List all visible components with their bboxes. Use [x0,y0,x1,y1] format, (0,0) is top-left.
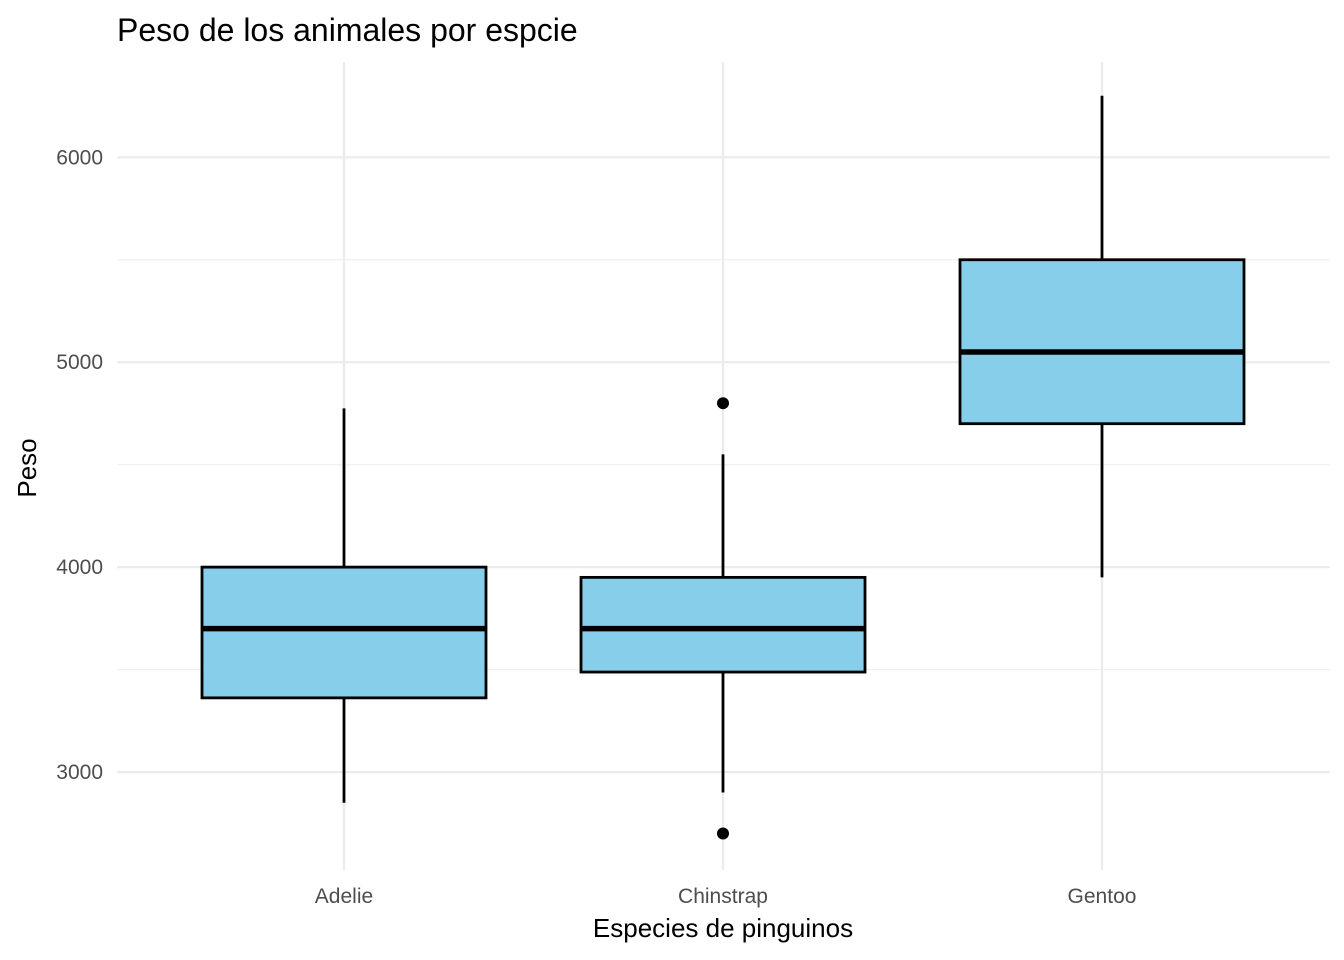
y-tick-label: 3000 [56,761,103,784]
box-chinstrap [579,397,867,840]
y-tick-label: 5000 [56,351,103,374]
box-gentoo [958,95,1246,578]
y-tick-label: 4000 [56,556,103,579]
y-tick-label: 6000 [56,146,103,169]
outlier-point [717,397,729,410]
outlier-point [717,827,729,840]
box-adelie [200,408,488,803]
boxes-layer [200,95,1246,840]
x-axis-title: Especies de pinguinos [593,913,853,943]
x-tick-label: Gentoo [1068,885,1137,908]
box-body [579,575,867,674]
y-tick-labels: 3000 4000 5000 6000 [56,146,103,784]
chart-title: Peso de los animales por espcie [117,12,578,48]
box-body [200,565,488,700]
y-axis-title: Peso [12,438,42,497]
x-tick-labels: Adelie Chinstrap Gentoo [315,885,1137,908]
box-body [958,258,1246,426]
x-tick-label: Adelie [315,885,373,908]
x-tick-label: Chinstrap [678,885,768,908]
